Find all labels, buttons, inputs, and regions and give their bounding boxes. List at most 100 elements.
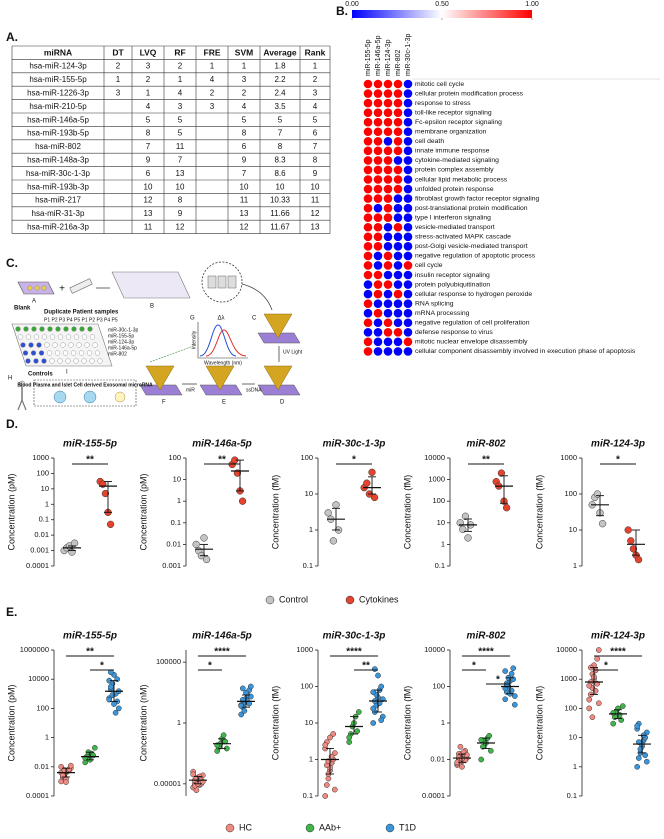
blank-label: Blank (14, 306, 31, 312)
data-point (378, 717, 385, 723)
plot-title: miR-124-3p (591, 439, 645, 450)
plot-title: miR-146a-5p (192, 439, 251, 450)
legend-swatch (225, 823, 235, 833)
heat-cell (403, 175, 413, 184)
table-cell: 10 (240, 182, 249, 191)
y-tick-label: 10 (41, 484, 49, 493)
data-point (370, 720, 377, 726)
y-tick-label: 1 (573, 561, 577, 570)
heat-cell (383, 156, 393, 165)
heat-cell (393, 308, 403, 318)
heat-cell (393, 203, 403, 213)
data-point (324, 509, 332, 517)
heat-cell (363, 156, 373, 165)
step-label: H (8, 376, 12, 382)
heat-cell (393, 117, 403, 127)
well (65, 358, 71, 364)
panel-label: C. (6, 256, 18, 270)
table-cell: 5 (178, 115, 183, 124)
well (38, 350, 45, 356)
data-point (91, 744, 98, 751)
heat-cell (393, 127, 403, 137)
heat-cell (403, 146, 413, 156)
row-label: cellular component disassembly involved … (415, 348, 636, 355)
heat-cell (363, 280, 373, 289)
column-label: miR-146a-5p (375, 35, 382, 76)
data-point (202, 555, 211, 564)
uv-label: UV Light (283, 349, 303, 355)
row-label: toll-like receptor signaling (415, 109, 492, 116)
substrate (139, 384, 183, 396)
heat-cell (393, 261, 403, 270)
data-point (619, 703, 626, 709)
table-cell: 5 (313, 115, 318, 124)
y-tick-label: 0.1 (171, 518, 181, 527)
table-cell: 1 (242, 62, 247, 71)
row-label: cell death (415, 138, 444, 145)
row-label: vesicle-mediated transport (415, 224, 495, 231)
y-tick-label: 100 (36, 468, 49, 477)
significance-label: ** (86, 647, 94, 658)
plot-title: miR-124-3p (591, 631, 645, 642)
table-cell: 8 (313, 156, 318, 165)
well (36, 342, 42, 348)
table-header: LVQ (140, 47, 157, 57)
data-point (508, 670, 515, 677)
y-tick-label: 10 (305, 718, 313, 727)
table-cell: 10 (176, 182, 185, 191)
row-label: negative regulation of apoptotic process (415, 253, 536, 260)
row-label: protein polyubiquitination (415, 281, 490, 288)
heat-cell (373, 137, 383, 146)
table-cell: 10 (144, 182, 153, 191)
data-point (610, 710, 617, 716)
table-cell: hsa-miR-1226-3p (27, 89, 89, 98)
mir-list: miR-30c-1-3pmiR-155-5pmiR-124-3pmiR-146a… (108, 327, 139, 357)
data-point (101, 489, 110, 498)
heat-cell (383, 146, 393, 156)
well (57, 358, 63, 364)
data-point (90, 752, 97, 759)
table-cell: hsa-miR-124-3p (29, 62, 87, 71)
plot-title: miR-802 (467, 631, 506, 642)
heat-cell (363, 98, 373, 108)
panel-label: A. (6, 30, 18, 44)
table-cell: 7 (146, 142, 151, 151)
exosome (83, 390, 97, 404)
patients-label: P1 P2 P3 P4 P5 P1 P2 P3 P4 P5 (44, 317, 118, 323)
y-tick-label: 10 (437, 518, 445, 527)
well (87, 326, 93, 332)
legend-label: Cytokines (359, 594, 399, 604)
well (63, 326, 69, 332)
table-cell: 5 (146, 115, 151, 124)
y-tick-label: 100 (432, 496, 445, 505)
schematic: A + B C UV Light D E ssDNA miR F (8, 261, 303, 411)
heat-cell (383, 261, 393, 270)
well (33, 358, 39, 364)
data-point (642, 752, 649, 759)
step-label: F (162, 400, 166, 406)
heat-cell (403, 328, 413, 337)
y-axis-title: Concentration (pM) (6, 473, 16, 550)
connector (149, 344, 197, 363)
data-point (370, 705, 377, 712)
heat-cell (383, 165, 393, 175)
heat-cell (383, 289, 393, 299)
heat-cell (373, 337, 383, 347)
data-point (327, 734, 333, 741)
data-point (354, 728, 361, 734)
significance-label: ** (218, 455, 226, 466)
data-point (634, 723, 641, 729)
y-axis-title: Concentration (nM) (138, 684, 148, 761)
cylinder (227, 275, 237, 289)
mir-label: miR-802 (108, 351, 127, 357)
row-label: fibroblast growth factor receptor signal… (415, 195, 540, 202)
data-point (330, 731, 337, 737)
table-cell: 2 (242, 89, 247, 98)
y-tick-label: 1000 (296, 645, 313, 654)
data-point (478, 736, 485, 743)
y-tick-label: 1 (441, 718, 445, 727)
data-point (610, 720, 617, 727)
well (54, 350, 61, 356)
table-cell: hsa-miR-155-5p (29, 75, 87, 84)
y-tick-label: 10 (569, 525, 577, 534)
